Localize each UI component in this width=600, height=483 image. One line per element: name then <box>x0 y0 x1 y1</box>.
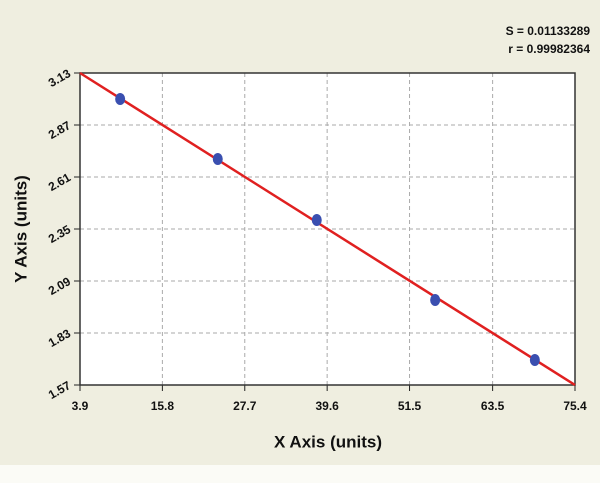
x-tick-label: 63.5 <box>481 399 505 413</box>
data-point <box>115 93 126 105</box>
plot-border <box>79 72 576 386</box>
x-tick-label: 3.9 <box>72 399 89 413</box>
y-axis-label: Y Axis (units) <box>11 175 30 283</box>
data-point <box>311 214 322 226</box>
x-tick-label: 39.6 <box>315 399 339 413</box>
x-tick-label: 15.8 <box>151 399 175 413</box>
x-axis-label: X Axis (units) <box>274 432 382 451</box>
annotation: S = 0.01133289 <box>506 24 591 38</box>
data-point <box>430 294 441 306</box>
x-tick-label: 75.4 <box>563 399 587 413</box>
annotation: r = 0.99982364 <box>508 42 590 56</box>
data-point <box>212 153 223 165</box>
fit-line <box>79 71 576 387</box>
footer-strip <box>0 465 600 483</box>
x-tick-label: 51.5 <box>398 399 422 413</box>
x-tick-label: 27.7 <box>233 399 257 413</box>
data-point <box>529 354 540 366</box>
